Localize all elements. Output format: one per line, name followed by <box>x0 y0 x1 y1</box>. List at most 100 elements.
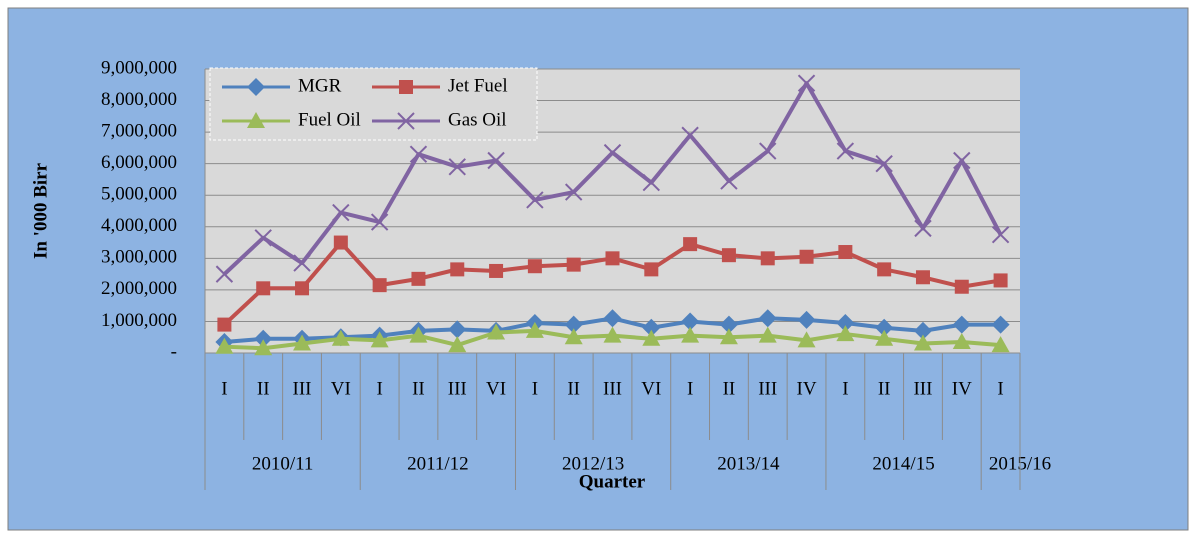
y-tick-label: 7,000,000 <box>101 120 177 141</box>
marker <box>215 265 234 283</box>
marker <box>254 229 272 247</box>
marker <box>953 151 971 170</box>
marker <box>605 251 620 266</box>
x-tick-label: III <box>913 378 932 399</box>
marker <box>719 315 738 334</box>
legend-label: Gas Oil <box>448 109 507 130</box>
marker <box>247 78 265 96</box>
marker <box>370 213 389 231</box>
x-tick-label: I <box>532 378 538 399</box>
x-tick-label: I <box>997 378 1003 399</box>
marker <box>566 257 581 272</box>
marker <box>525 321 544 338</box>
marker <box>254 329 273 348</box>
marker <box>721 248 736 263</box>
marker <box>642 173 661 192</box>
legend-label: Jet Fuel <box>448 75 508 96</box>
marker <box>256 281 271 296</box>
marker <box>333 235 348 250</box>
x-tick-label: III <box>448 378 467 399</box>
group-label: 2010/11 <box>252 453 314 474</box>
marker <box>370 331 389 348</box>
marker <box>448 320 467 339</box>
marker <box>399 80 413 94</box>
marker <box>448 158 466 176</box>
marker <box>913 321 932 340</box>
x-tick-label: III <box>758 378 777 399</box>
marker <box>760 251 775 266</box>
marker <box>254 339 273 356</box>
marker <box>797 310 816 329</box>
marker <box>527 259 542 274</box>
marker <box>411 271 426 286</box>
marker <box>489 263 504 278</box>
legend-label: Fuel Oil <box>298 109 361 130</box>
y-tick-label: 1,000,000 <box>101 310 177 331</box>
marker <box>450 262 465 277</box>
marker <box>952 315 971 334</box>
marker <box>215 337 234 354</box>
x-tick-label: III <box>293 378 312 399</box>
marker <box>993 273 1008 288</box>
marker <box>719 328 738 345</box>
y-tick-label: 3,000,000 <box>101 247 177 268</box>
marker <box>448 336 467 353</box>
x-tick-label: II <box>567 378 580 399</box>
y-axis-label: In '000 Birr <box>30 162 51 259</box>
y-tick-label: 6,000,000 <box>101 152 177 173</box>
marker <box>836 325 855 342</box>
x-tick-label: III <box>603 378 622 399</box>
x-tick-label: I <box>842 378 848 399</box>
marker <box>758 326 777 343</box>
marker <box>875 154 893 173</box>
marker <box>603 326 622 343</box>
x-axis-label: Quarter <box>579 471 646 492</box>
marker <box>952 332 971 349</box>
y-tick-label: 4,000,000 <box>101 215 177 236</box>
group-label: 2012/13 <box>562 453 624 474</box>
marker <box>759 142 777 160</box>
marker <box>487 323 506 340</box>
marker <box>991 225 1010 244</box>
legend-label: MGR <box>298 75 342 96</box>
marker <box>644 262 659 277</box>
group-label: 2014/15 <box>872 453 934 474</box>
marker <box>954 279 969 294</box>
x-tick-label: IV <box>952 378 972 399</box>
x-tick-label: I <box>376 378 382 399</box>
x-tick-label: II <box>723 378 736 399</box>
marker <box>836 142 855 160</box>
marker <box>293 254 311 272</box>
x-tick-label: IV <box>797 378 817 399</box>
marker <box>642 318 661 337</box>
marker <box>331 329 350 346</box>
marker <box>681 126 699 144</box>
marker <box>681 312 700 331</box>
marker <box>564 328 583 345</box>
y-tick-label: 5,000,000 <box>101 184 177 205</box>
marker <box>372 278 387 293</box>
x-tick-label: II <box>878 378 891 399</box>
marker <box>332 203 350 222</box>
x-tick-label: I <box>221 378 227 399</box>
legend: MGR Jet Fuel Fuel Oil Gas Oil <box>209 67 538 141</box>
marker <box>564 315 583 334</box>
marker <box>875 318 894 337</box>
group-label: 2013/14 <box>717 453 780 474</box>
marker <box>293 334 312 351</box>
marker <box>913 334 932 351</box>
marker <box>217 317 232 332</box>
marker <box>915 270 930 285</box>
marker <box>836 314 855 333</box>
marker <box>720 172 738 190</box>
x-tick-label: VI <box>641 378 661 399</box>
marker <box>247 112 265 128</box>
marker <box>875 329 894 346</box>
marker <box>564 183 583 201</box>
marker <box>797 331 816 348</box>
marker <box>683 237 698 252</box>
marker <box>797 74 816 92</box>
marker <box>409 145 428 163</box>
marker <box>914 219 932 238</box>
